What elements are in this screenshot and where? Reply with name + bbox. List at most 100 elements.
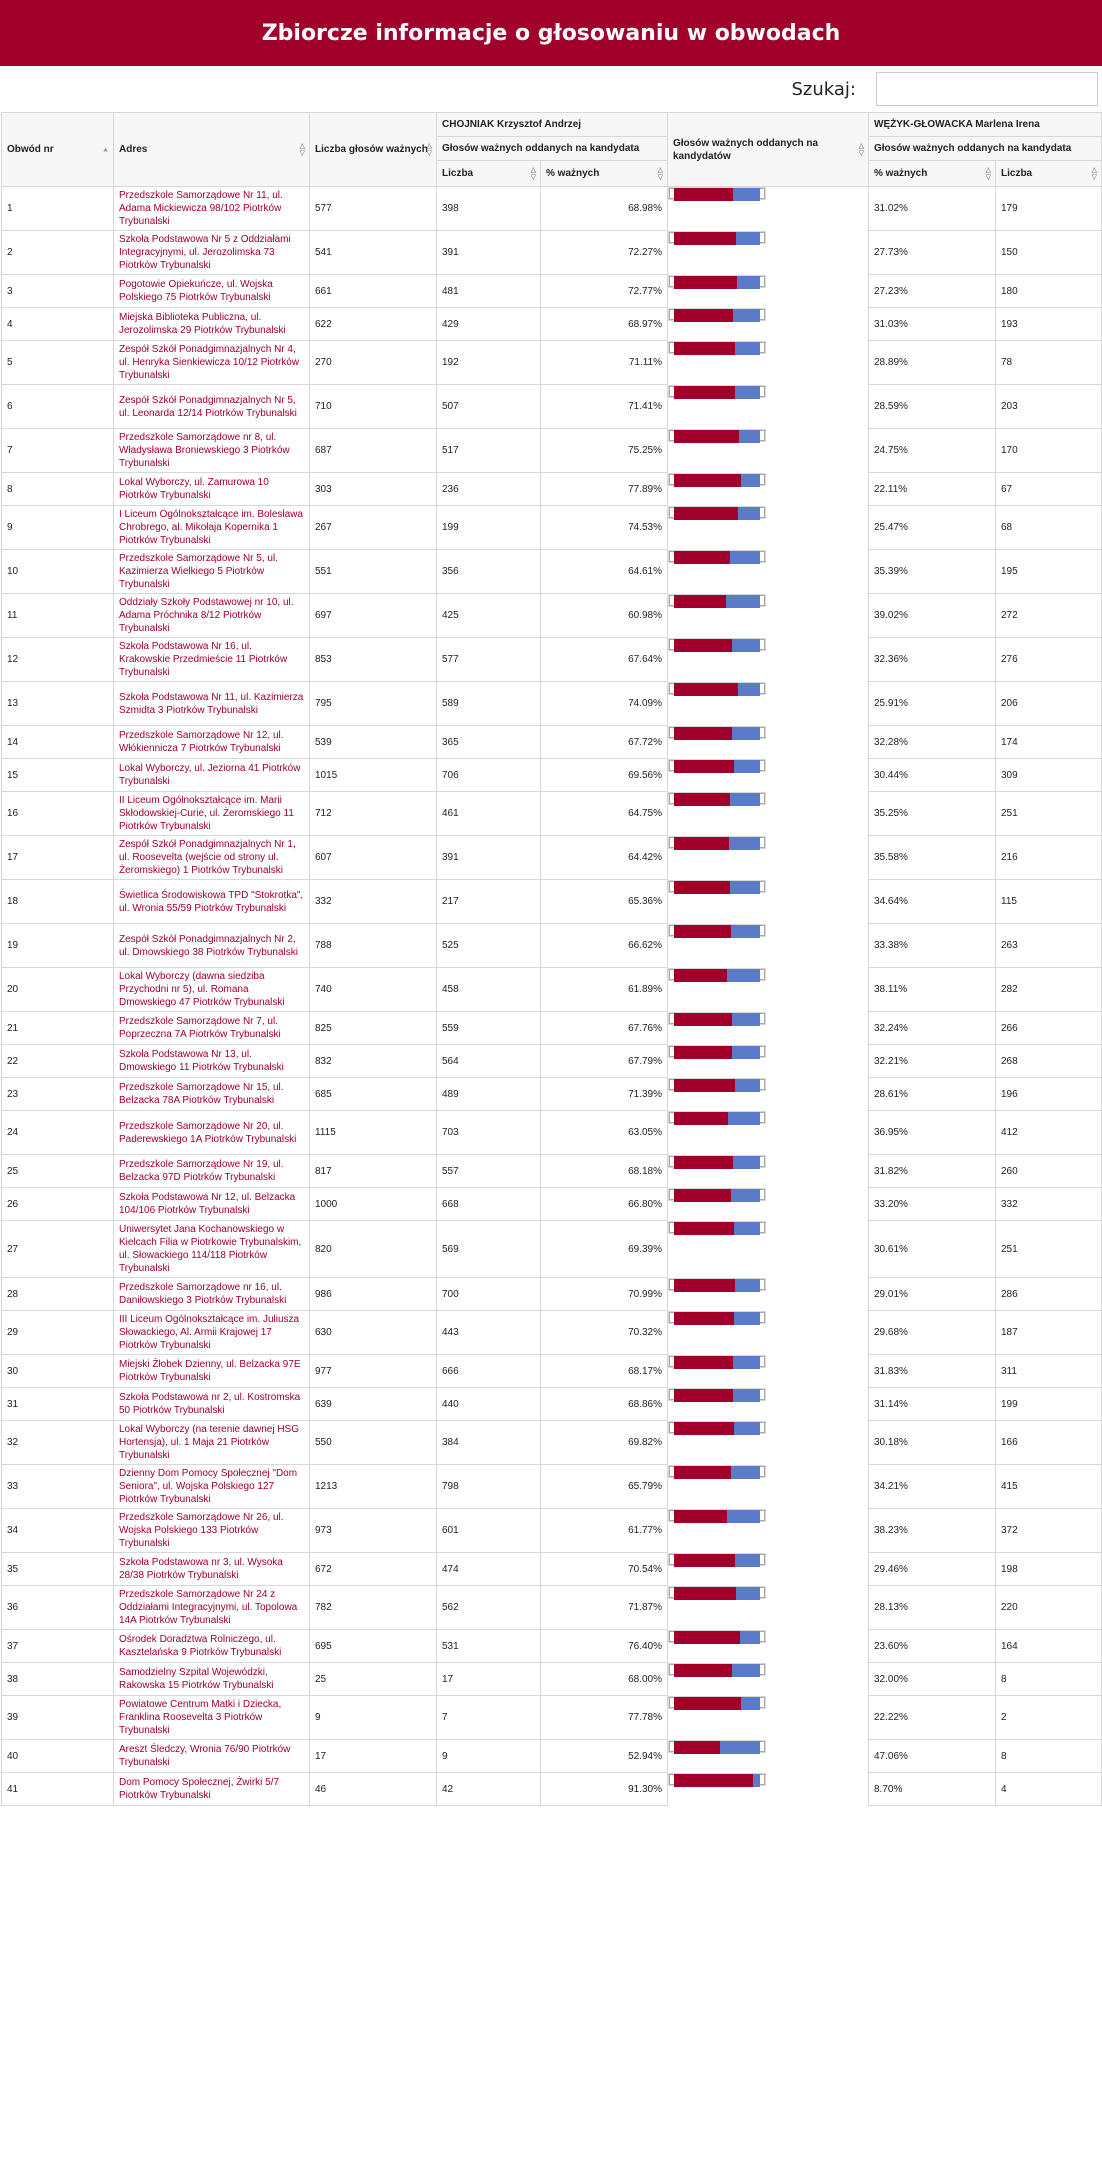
table-row: 15 Lokal Wyborczy, ul. Jeziorna 41 Piotrk… (1, 758, 1102, 792)
cell-adres[interactable]: Przedszkole Samorządowe Nr 5, ul. Kazimi… (113, 549, 310, 594)
cell-adres[interactable]: Oddziały Szkoły Podstawowej nr 10, ul. A… (113, 593, 310, 638)
cell-adres[interactable]: Przedszkole Samorządowe Nr 11, ul. Adama… (113, 186, 310, 231)
cell-adres[interactable]: Przedszkole Samorządowe nr 8, ul. Władys… (113, 428, 310, 473)
cell-cand1-pct: 65.79% (540, 1464, 668, 1509)
sort-icon[interactable]: △ ▽ (657, 166, 663, 181)
vote-share-bar (674, 924, 760, 938)
cell-adres[interactable]: Lokal Wyborczy, ul. Jeziorna 41 Piotrków… (113, 758, 310, 792)
cell-cand2-liczba: 311 (994, 1354, 1102, 1388)
cell-adres[interactable]: III Liceum Ogólnokształcące im. Juliusza… (113, 1310, 310, 1355)
cell-cand1-liczba: 525 (436, 923, 541, 968)
cell-vote-bar (668, 1585, 766, 1600)
cell-cand1-liczba: 398 (436, 186, 541, 231)
cell-cand2-pct: 31.02% (868, 186, 996, 231)
col-header-obwod[interactable]: Obwód nr ▲ (1, 112, 114, 187)
cell-adres[interactable]: Przedszkole Samorządowe nr 16, ul. Danił… (113, 1277, 310, 1311)
table-row: 21 Przedszkole Samorządowe Nr 7, ul. Popr… (1, 1011, 1102, 1045)
cell-adres[interactable]: Miejski Żłobek Dzienny, ul. Belzacka 97E… (113, 1354, 310, 1388)
col-header-obwod-label: Obwód nr (7, 144, 54, 155)
col-header-adres[interactable]: Adres △ ▽ (113, 112, 310, 187)
cell-vote-bar (668, 1077, 766, 1092)
col-header-liczba-glosow[interactable]: Liczba głosów ważnych △ ▽ (309, 112, 437, 187)
sort-icon[interactable]: △ ▽ (299, 142, 305, 157)
cell-obwod-nr: 36 (1, 1585, 114, 1630)
cell-adres[interactable]: Uniwersytet Jana Kochanowskiego w Kielca… (113, 1220, 310, 1278)
cell-cand2-liczba: 166 (994, 1420, 1102, 1465)
cell-liczba-glosow: 782 (309, 1585, 437, 1630)
cell-cand2-pct: 36.95% (868, 1110, 996, 1155)
cell-cand1-liczba: 17 (436, 1662, 541, 1696)
col-header-cand2-liczba[interactable]: Liczba △ ▽ (994, 160, 1102, 187)
col-header-cand2-pct[interactable]: % ważnych △ ▽ (868, 160, 996, 187)
cell-adres[interactable]: Lokal Wyborczy (dawna siedziba Przychodn… (113, 967, 310, 1012)
cell-adres[interactable]: Powiatowe Centrum Matki i Dziecka, Frank… (113, 1695, 310, 1740)
cell-adres[interactable]: Szkoła Podstawowa nr 2, ul. Kostromska 5… (113, 1387, 310, 1421)
table-row: 41 Dom Pomocy Społecznej, Żwirki 5/7 Piot… (1, 1772, 1102, 1806)
cell-cand2-pct: 31.03% (868, 307, 996, 341)
cell-adres[interactable]: Przedszkole Samorządowe Nr 19, ul. Belza… (113, 1154, 310, 1188)
sort-icon[interactable]: △ ▽ (858, 142, 864, 157)
cell-adres[interactable]: Szkoła Podstawowa Nr 12, ul. Belzacka 10… (113, 1187, 310, 1221)
cell-adres[interactable]: Zespół Szkół Ponadgimnazjalnych Nr 1, ul… (113, 835, 310, 880)
cell-adres[interactable]: Dom Pomocy Społecznej, Żwirki 5/7 Piotrk… (113, 1772, 310, 1806)
vote-share-bar-cand2 (732, 1663, 760, 1677)
cell-adres[interactable]: Samodzielny Szpital Wojewódzki, Rakowska… (113, 1662, 310, 1696)
cell-cand1-pct: 68.97% (540, 307, 668, 341)
cell-cand2-pct: 30.61% (868, 1220, 996, 1278)
cell-adres[interactable]: Przedszkole Samorządowe Nr 26, ul. Wojsk… (113, 1508, 310, 1553)
cell-vote-bar (668, 758, 766, 773)
cell-cand1-pct: 67.72% (540, 725, 668, 759)
cell-adres[interactable]: Świetlica Środowiskowa TPD "Stokrotka", … (113, 879, 310, 924)
search-input[interactable] (876, 72, 1098, 106)
cell-adres[interactable]: Szkoła Podstawowa Nr 13, ul. Dmowskiego … (113, 1044, 310, 1078)
cell-obwod-nr: 32 (1, 1420, 114, 1465)
cell-vote-bar (668, 340, 766, 355)
cell-adres[interactable]: Dzienny Dom Pomocy Społecznej "Dom Senio… (113, 1464, 310, 1509)
table-row: 38 Samodzielny Szpital Wojewódzki, Rakows… (1, 1662, 1102, 1696)
cell-vote-bar (668, 230, 766, 245)
cell-adres[interactable]: Lokal Wyborczy, ul. Zamurowa 10 Piotrków… (113, 472, 310, 506)
cell-liczba-glosow: 977 (309, 1354, 437, 1388)
cell-adres[interactable]: Zespół Szkół Ponadgimnazjalnych Nr 2, ul… (113, 923, 310, 968)
cell-adres[interactable]: Zespół Szkół Ponadgimnazjalnych Nr 5, ul… (113, 384, 310, 429)
vote-share-bar-cand2 (732, 1045, 760, 1059)
cell-liczba-glosow: 25 (309, 1662, 437, 1696)
cell-cand1-pct: 70.54% (540, 1552, 668, 1586)
cell-adres[interactable]: Przedszkole Samorządowe Nr 7, ul. Poprze… (113, 1011, 310, 1045)
cell-cand2-pct: 30.44% (868, 758, 996, 792)
cell-adres[interactable]: Szkoła Podstawowa Nr 11, ul. Kazimierza … (113, 681, 310, 726)
col-header-cand1-pct-label: % ważnych (546, 168, 600, 179)
cell-cand1-pct: 65.36% (540, 879, 668, 924)
sort-icon[interactable]: △ ▽ (426, 142, 432, 157)
col-header-cand1-liczba[interactable]: Liczba △ ▽ (436, 160, 541, 187)
cell-adres[interactable]: I Liceum Ogólnokształcące im. Bolesława … (113, 505, 310, 550)
cell-adres[interactable]: Areszt Śledczy, Wronia 76/90 Piotrków Tr… (113, 1739, 310, 1773)
cell-vote-bar (668, 1662, 766, 1677)
cell-cand2-pct: 30.18% (868, 1420, 996, 1465)
cell-adres[interactable]: Zespół Szkół Ponadgimnazjalnych Nr 4, ul… (113, 340, 310, 385)
sort-icon[interactable]: △ ▽ (985, 166, 991, 181)
cell-adres[interactable]: Miejska Biblioteka Publiczna, ul. Jerozo… (113, 307, 310, 341)
cell-adres[interactable]: Przedszkole Samorządowe Nr 24 z Oddziała… (113, 1585, 310, 1630)
vote-share-bar (674, 792, 760, 806)
cell-adres[interactable]: Lokal Wyborczy (na terenie dawnej HSG Ho… (113, 1420, 310, 1465)
col-header-bar[interactable]: Głosów ważnych oddanych na kandydatów △ ▽ (667, 112, 869, 187)
cell-adres[interactable]: II Liceum Ogólnokształcące im. Marii Skł… (113, 791, 310, 836)
cell-adres[interactable]: Przedszkole Samorządowe Nr 20, ul. Pader… (113, 1110, 310, 1155)
cell-liczba-glosow: 697 (309, 593, 437, 638)
sort-icon[interactable]: △ ▽ (530, 166, 536, 181)
cell-adres[interactable]: Szkoła Podstawowa Nr 16, ul. Krakowskie … (113, 637, 310, 682)
cell-adres[interactable]: Szkoła Podstawowa nr 3, ul. Wysoka 28/38… (113, 1552, 310, 1586)
cell-adres[interactable]: Szkoła Podstawowa Nr 5 z Oddziałami Inte… (113, 230, 310, 275)
col-header-cand1-pct[interactable]: % ważnych △ ▽ (540, 160, 668, 187)
cell-cand2-pct: 31.83% (868, 1354, 996, 1388)
cell-adres[interactable]: Przedszkole Samorządowe Nr 15, ul. Belza… (113, 1077, 310, 1111)
cell-obwod-nr: 39 (1, 1695, 114, 1740)
cell-adres[interactable]: Przedszkole Samorządowe Nr 12, ul. Włóki… (113, 725, 310, 759)
vote-share-bar (674, 341, 760, 355)
cell-cand1-liczba: 703 (436, 1110, 541, 1155)
cell-adres[interactable]: Pogotowie Opiekuńcze, ul. Wojska Polskie… (113, 274, 310, 308)
sort-icon[interactable]: △ ▽ (1091, 166, 1098, 181)
cell-adres[interactable]: Ośrodek Doradztwa Rolniczego, ul. Kaszte… (113, 1629, 310, 1663)
sort-icon[interactable]: ▲ (102, 146, 109, 153)
